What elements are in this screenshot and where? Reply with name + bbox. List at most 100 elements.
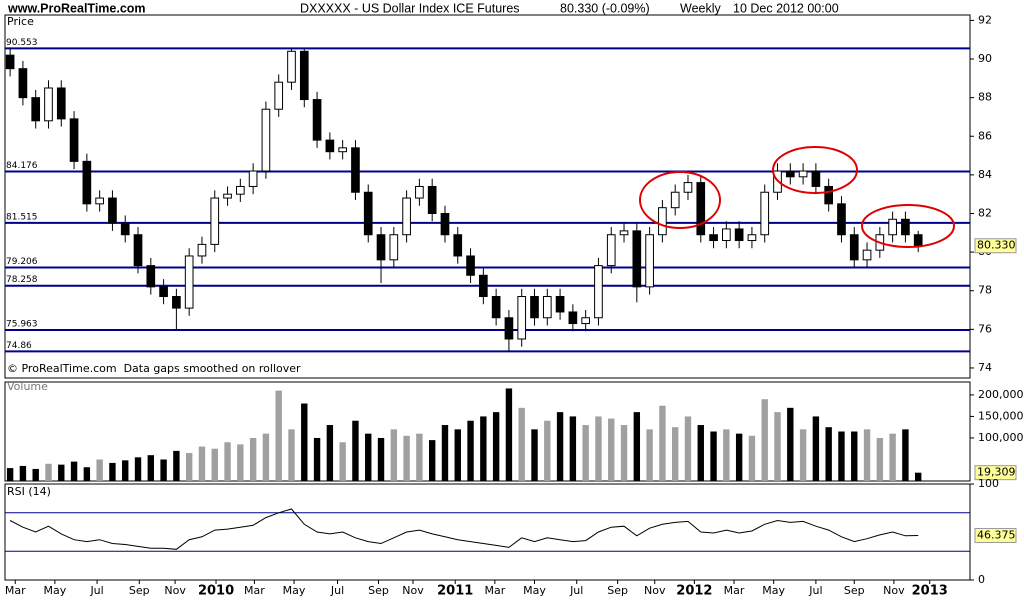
level-label: 75.963 xyxy=(6,320,38,330)
volume-bar xyxy=(723,429,730,481)
volume-bar xyxy=(173,450,180,481)
volume-bar xyxy=(326,425,334,481)
y-tick-label: 100 xyxy=(978,477,999,490)
candle-body xyxy=(31,97,41,122)
volume-bar xyxy=(659,405,666,481)
date: 10 Dec 2012 00:00 xyxy=(733,1,839,15)
volume-bar xyxy=(480,416,487,481)
candle-body xyxy=(184,255,194,309)
volume-bar xyxy=(237,444,244,481)
panel-label: RSI (14) xyxy=(7,485,51,498)
candle-body xyxy=(172,296,181,309)
y-tick-label: 78 xyxy=(978,284,992,297)
candle-body xyxy=(44,87,53,122)
site: www.ProRealTime.com xyxy=(7,1,146,15)
volume-bar xyxy=(684,416,692,481)
x-tick-label: Mar xyxy=(724,584,745,597)
volume-bar xyxy=(224,442,231,481)
y-tick-label: 86 xyxy=(978,129,992,142)
x-tick-label: Mar xyxy=(244,584,265,597)
candle-body xyxy=(722,228,731,242)
volume-bar xyxy=(774,412,781,481)
candle-body xyxy=(568,311,578,325)
x-tick-label: Nov xyxy=(883,584,905,597)
candle-body xyxy=(287,50,296,83)
x-tick-label: Sep xyxy=(844,584,865,597)
volume-bar xyxy=(160,459,167,481)
candle-body xyxy=(5,54,15,70)
volume-bar xyxy=(467,420,474,481)
volume-bar xyxy=(544,420,551,481)
volume-bar xyxy=(838,431,845,481)
volume-bar xyxy=(787,407,794,481)
volume-bar xyxy=(633,412,641,481)
level-label: 79.206 xyxy=(6,257,38,267)
candle-body xyxy=(542,296,552,319)
x-tick-label: Jul xyxy=(569,584,583,597)
volume-bar xyxy=(70,461,78,481)
candle-body xyxy=(901,218,910,236)
candle-body xyxy=(606,234,616,267)
candle-body xyxy=(18,68,28,99)
candle-body xyxy=(696,182,706,236)
volume-bar xyxy=(671,427,679,481)
candle-body xyxy=(363,191,373,236)
candle-body xyxy=(427,185,437,214)
volume-bar xyxy=(518,407,525,481)
last-value-box xyxy=(974,238,1017,254)
y-tick-label: 76 xyxy=(978,322,992,335)
candle-body xyxy=(159,286,168,298)
candle-body xyxy=(69,118,79,162)
candle-body xyxy=(811,170,821,187)
volume-bar xyxy=(851,431,858,481)
x-tick-label: 2011 xyxy=(437,584,473,599)
volume-bar xyxy=(365,433,372,481)
candle-body xyxy=(402,197,411,236)
candle-body xyxy=(734,228,744,242)
volume-bar xyxy=(339,442,346,481)
level-label: 78.258 xyxy=(6,275,38,285)
candle-body xyxy=(120,222,130,236)
volume-bar xyxy=(505,388,513,481)
volume-bar xyxy=(198,446,206,481)
candle-body xyxy=(491,296,501,319)
candle-body xyxy=(824,185,834,205)
volume-bar xyxy=(83,467,91,481)
candle-body xyxy=(108,197,117,224)
volume-bar xyxy=(32,468,39,481)
price-panel xyxy=(4,14,971,379)
volume-bar xyxy=(799,429,807,481)
candle-body xyxy=(146,265,156,288)
candle-body xyxy=(235,185,245,195)
last-value-label: 80.330 xyxy=(977,239,1016,252)
volume-bar xyxy=(288,429,295,481)
candle-body xyxy=(862,249,872,261)
volume-bar xyxy=(122,460,129,481)
last-value-box xyxy=(974,465,1017,481)
volume-bar xyxy=(876,437,884,481)
last-value-label: 19,309 xyxy=(977,466,1016,479)
candle-body xyxy=(555,296,565,313)
rsi-line xyxy=(9,508,919,550)
candle-body xyxy=(210,197,220,245)
volume-bar xyxy=(608,418,615,481)
candle-body xyxy=(351,147,360,193)
candle-body xyxy=(504,317,514,340)
annotation-circle xyxy=(861,204,955,248)
volume-bar xyxy=(428,440,436,481)
candle-body xyxy=(453,234,463,257)
candle-body xyxy=(747,234,757,242)
volume-bar xyxy=(531,429,538,481)
panel-label: Volume xyxy=(7,380,48,393)
volume-bar xyxy=(646,429,653,481)
y-tick-label: 90 xyxy=(978,52,992,65)
candle-body xyxy=(56,87,66,120)
volume-bar xyxy=(19,465,27,481)
y-tick-label: 200,000 xyxy=(978,388,1024,401)
volume-bar xyxy=(902,429,909,481)
candle-body xyxy=(415,185,424,199)
x-tick-label: May xyxy=(283,584,306,597)
volume-bar xyxy=(45,463,52,481)
